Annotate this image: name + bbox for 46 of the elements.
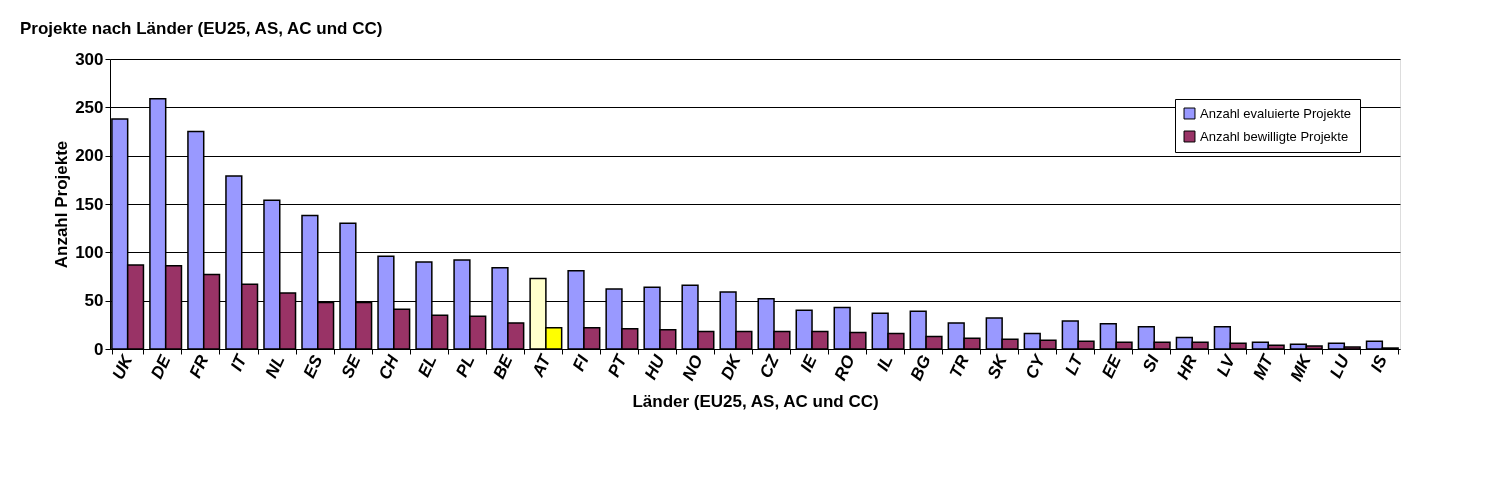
x-tick-label: IE (796, 351, 821, 375)
x-tick-label: SI (1138, 351, 1164, 375)
x-tick-label: CY (1021, 350, 1050, 382)
x-tick-label: FR (185, 351, 213, 381)
x-tick-label: IT (226, 350, 252, 374)
x-tick-label: MK (1286, 350, 1316, 385)
x-tick-label: CH (374, 351, 403, 383)
y-tick-label: 250 (75, 97, 104, 117)
x-tick-label: SK (983, 350, 1012, 382)
x-tick-label: DK (717, 350, 746, 383)
x-tick-label: HU (641, 351, 669, 383)
x-tick-label: HR (1173, 351, 1202, 383)
y-tick-label: 150 (75, 194, 104, 214)
x-tick-label: MT (1249, 350, 1278, 383)
chart-title: Projekte nach Länder (EU25, AS, AC und CC) (20, 19, 383, 38)
y-tick-label: 0 (94, 339, 104, 359)
y-tick-label: 300 (75, 49, 104, 69)
x-tick-label: IL (873, 352, 897, 374)
x-tick-label: TR (945, 351, 974, 381)
x-tick-label: LU (1326, 351, 1354, 381)
x-tick-label: SE (337, 351, 365, 381)
x-tick-label: NL (261, 352, 289, 381)
x-axis-title: Länder (EU25, AS, AC und CC) (632, 391, 879, 411)
x-tick-label: RO (830, 352, 859, 384)
x-tick-label: PT (604, 350, 632, 380)
x-tick-label: ES (299, 351, 327, 381)
x-tick-label: BE (489, 351, 517, 382)
y-tick-label: 50 (84, 291, 104, 311)
y-tick-label: 200 (75, 146, 104, 166)
x-tick-label: DE (147, 351, 175, 382)
x-tick-label: LV (1212, 350, 1240, 380)
x-tick-label: IS (1366, 351, 1392, 375)
y-axis-title: Anzahl Projekte (52, 140, 72, 269)
x-tick-label: LT (1061, 350, 1088, 378)
x-tick-label: EL (414, 352, 441, 380)
x-tick-label: FI (568, 351, 594, 374)
x-tick-label: AT (527, 350, 556, 381)
legend-label: Anzahl bewilligte Projekte (1200, 128, 1349, 144)
x-tick-label: EE (1098, 351, 1126, 381)
x-tick-label: UK (108, 350, 138, 383)
x-tick-label: NO (678, 352, 707, 384)
x-tick-label: BG (906, 352, 935, 384)
legend-label: Anzahl evaluierte Projekte (1200, 105, 1352, 121)
x-tick-label: CZ (755, 351, 783, 381)
x-tick-label: PL (452, 352, 479, 380)
y-tick-label: 100 (75, 242, 104, 262)
